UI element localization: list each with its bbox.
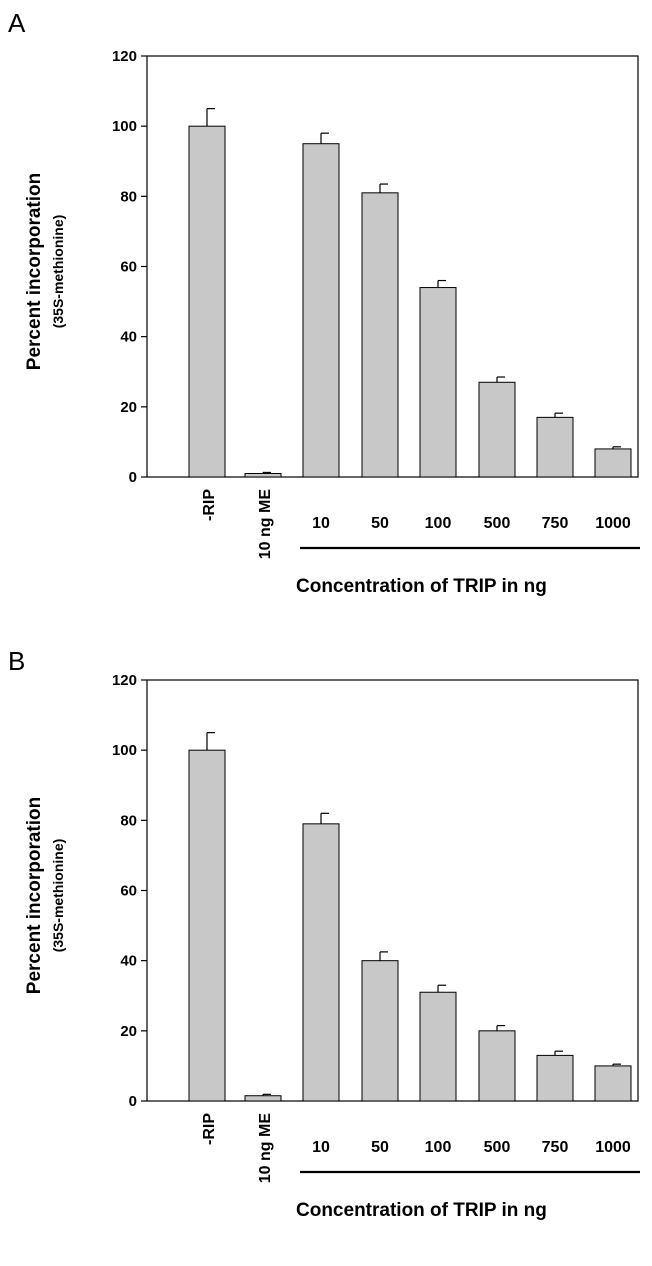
- y-tick-label: 80: [120, 188, 137, 205]
- panel-label: A: [8, 8, 26, 38]
- group-label: Concentration of TRIP in ng: [296, 576, 547, 597]
- y-tick-label: 0: [129, 1093, 137, 1110]
- bar: [244, 1095, 282, 1102]
- y-tick-label: 80: [120, 812, 137, 829]
- bar: [594, 448, 632, 478]
- x-tick-label: 500: [484, 515, 511, 532]
- x-tick-label: 1000: [595, 1139, 631, 1156]
- y-tick-label: 0: [129, 469, 137, 486]
- x-tick-label: 10 ng ME: [257, 1113, 274, 1184]
- bar: [419, 991, 457, 1102]
- x-tick-label: 100: [425, 1139, 452, 1156]
- group-label: Concentration of TRIP in ng: [296, 1200, 547, 1221]
- bar: [244, 472, 282, 478]
- y-tick-label: 60: [120, 259, 137, 276]
- y-tick-label: 120: [112, 48, 137, 65]
- bar: [419, 287, 457, 478]
- y-tick-label: 100: [112, 742, 137, 759]
- x-tick-label: -RIP: [201, 489, 218, 521]
- bar: [188, 749, 226, 1102]
- bar: [478, 381, 516, 478]
- y-tick-label: 120: [112, 672, 137, 689]
- x-tick-label: 1000: [595, 515, 631, 532]
- y-tick-label: 40: [120, 953, 137, 970]
- x-tick-label: 50: [371, 1139, 389, 1156]
- y-tick-label: 100: [112, 118, 137, 135]
- bar: [594, 1065, 632, 1102]
- bar: [536, 416, 574, 478]
- y-axis-label: Percent incorporation: [24, 797, 45, 994]
- bar: [188, 125, 226, 478]
- bar: [361, 960, 399, 1102]
- bar: [361, 192, 399, 478]
- y-tick-label: 20: [120, 399, 137, 416]
- x-tick-label: 500: [484, 1139, 511, 1156]
- y-axis-label: Percent incorporation: [24, 173, 45, 370]
- bar: [302, 823, 340, 1102]
- y-tick-label: 40: [120, 329, 137, 346]
- x-tick-label: 750: [542, 515, 569, 532]
- x-tick-label: 10 ng ME: [257, 489, 274, 560]
- panel-label: B: [8, 646, 25, 676]
- x-tick-label: -RIP: [201, 1113, 218, 1145]
- bar: [478, 1030, 516, 1102]
- x-tick-label: 100: [425, 515, 452, 532]
- x-tick-label: 750: [542, 1139, 569, 1156]
- y-tick-label: 20: [120, 1023, 137, 1040]
- x-tick-label: 10: [312, 515, 330, 532]
- y-axis-sublabel: (35S-methionine): [50, 839, 66, 953]
- x-tick-label: 50: [371, 515, 389, 532]
- bar: [302, 143, 340, 478]
- chart-panel-b: B 0 20 40 60 80 100 120 Percent incorporation (35…: [8, 646, 640, 1221]
- chart-panel-a: A 0 20 40 60 80 100 120 Percent incorporation (35…: [8, 8, 640, 597]
- bar: [536, 1054, 574, 1102]
- x-tick-label: 10: [312, 1139, 330, 1156]
- y-tick-label: 60: [120, 883, 137, 900]
- y-axis-sublabel: (35S-methionine): [50, 215, 66, 329]
